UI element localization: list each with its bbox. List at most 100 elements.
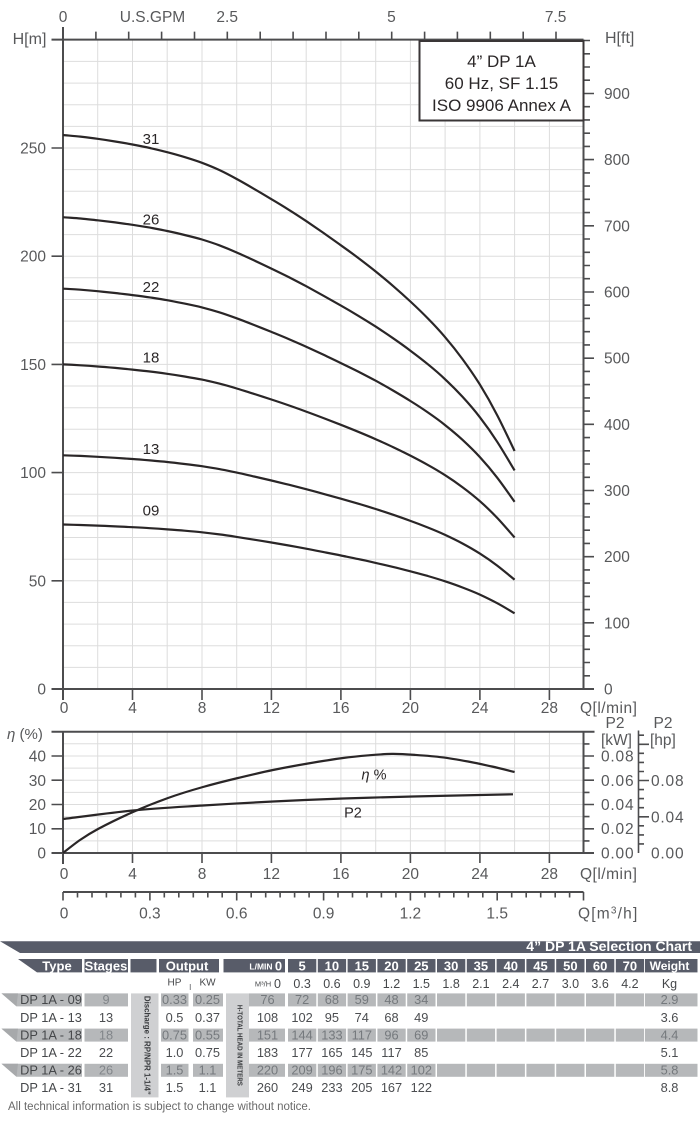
svg-text:0.08: 0.08: [601, 749, 634, 766]
svg-text:31: 31: [143, 131, 160, 148]
svg-text:24: 24: [471, 866, 489, 883]
svg-text:7.5: 7.5: [545, 9, 567, 26]
svg-text:150: 150: [20, 357, 46, 374]
svg-text:15: 15: [355, 959, 369, 974]
svg-text:0.75: 0.75: [162, 1027, 187, 1042]
svg-text:1.8: 1.8: [442, 977, 459, 991]
svg-text:η (%): η (%): [7, 726, 43, 743]
svg-text:0.06: 0.06: [601, 773, 634, 790]
svg-text:20: 20: [29, 797, 47, 814]
svg-text:0.33: 0.33: [162, 992, 187, 1007]
svg-text:H[m]: H[m]: [13, 31, 47, 48]
svg-text:800: 800: [604, 152, 630, 169]
svg-text:1.1: 1.1: [199, 1080, 217, 1095]
svg-text:700: 700: [604, 218, 630, 235]
svg-text:0.37: 0.37: [195, 1010, 220, 1025]
svg-text:13: 13: [143, 441, 160, 458]
svg-text:P2: P2: [344, 806, 362, 822]
svg-text:0: 0: [60, 700, 69, 717]
svg-text:Discharge : RP/NPR 1-1/4”: Discharge : RP/NPR 1-1/4”: [143, 996, 153, 1095]
svg-text:1.5: 1.5: [486, 906, 508, 923]
svg-text:5: 5: [298, 959, 305, 974]
svg-text:0.3: 0.3: [139, 906, 161, 923]
svg-text:48: 48: [384, 992, 398, 1007]
svg-text:70: 70: [623, 959, 637, 974]
svg-text:102: 102: [291, 1010, 312, 1025]
svg-text:200: 200: [604, 549, 630, 566]
svg-text:26: 26: [143, 212, 160, 229]
svg-text:76: 76: [260, 992, 274, 1007]
svg-text:HP: HP: [168, 978, 182, 989]
svg-text:1.5: 1.5: [166, 1080, 184, 1095]
svg-text:0.00: 0.00: [651, 846, 684, 863]
svg-text:18: 18: [99, 1027, 113, 1042]
svg-text:0.9: 0.9: [313, 906, 335, 923]
svg-text:117: 117: [381, 1045, 401, 1060]
svg-text:13: 13: [99, 1010, 113, 1025]
svg-text:0: 0: [60, 906, 69, 923]
svg-text:209: 209: [291, 1063, 312, 1078]
svg-text:3.0: 3.0: [562, 977, 579, 991]
svg-text:4” DP 1A Selection Chart: 4” DP 1A Selection Chart: [526, 938, 692, 954]
svg-text:122: 122: [411, 1080, 432, 1095]
svg-text:DP 1A - 22: DP 1A - 22: [20, 1045, 82, 1060]
svg-text:KW: KW: [199, 978, 216, 989]
svg-text:10: 10: [325, 959, 339, 974]
svg-text:22: 22: [143, 279, 160, 296]
svg-text:40: 40: [29, 749, 47, 766]
svg-text:12: 12: [263, 866, 280, 883]
svg-text:30: 30: [29, 773, 47, 790]
svg-text:20: 20: [402, 700, 420, 717]
svg-text:500: 500: [604, 351, 630, 368]
svg-text:49: 49: [414, 1010, 428, 1025]
svg-text:0: 0: [37, 846, 46, 863]
svg-text:Output: Output: [166, 958, 209, 973]
svg-text:165: 165: [321, 1045, 342, 1060]
svg-text:100: 100: [604, 615, 630, 632]
svg-text:0: 0: [274, 977, 281, 991]
svg-text:1.0: 1.0: [166, 1045, 184, 1060]
svg-text:100: 100: [20, 465, 46, 482]
svg-text:5.1: 5.1: [661, 1045, 679, 1060]
svg-text:H-TOTAL HEAD IN METERS: H-TOTAL HEAD IN METERS: [236, 1005, 243, 1086]
svg-text:0: 0: [60, 866, 69, 883]
svg-text:300: 300: [604, 483, 630, 500]
svg-text:74: 74: [355, 1010, 369, 1025]
svg-text:22: 22: [99, 1045, 113, 1060]
svg-text:DP 1A - 31: DP 1A - 31: [20, 1080, 82, 1095]
svg-text:4” DP 1A: 4” DP 1A: [467, 52, 536, 71]
svg-text:249: 249: [291, 1080, 312, 1095]
svg-text:P2: P2: [654, 715, 673, 732]
svg-text:1.2: 1.2: [400, 906, 422, 923]
svg-text:133: 133: [321, 1027, 342, 1042]
svg-text:45: 45: [533, 959, 547, 974]
svg-text:12: 12: [263, 700, 280, 717]
svg-text:3.6: 3.6: [661, 1010, 679, 1025]
svg-text:20: 20: [402, 866, 420, 883]
svg-text:0.5: 0.5: [166, 1010, 184, 1025]
svg-text:2.1: 2.1: [472, 977, 489, 991]
svg-text:0.3: 0.3: [293, 977, 310, 991]
svg-text:Stages: Stages: [85, 958, 128, 973]
svg-text:4.2: 4.2: [621, 977, 638, 991]
svg-text:4.4: 4.4: [661, 1027, 679, 1042]
svg-text:1.5: 1.5: [413, 977, 430, 991]
svg-text:96: 96: [384, 1027, 398, 1042]
svg-text:1.1: 1.1: [199, 1063, 217, 1078]
svg-text:Kg: Kg: [662, 977, 677, 991]
svg-text:28: 28: [541, 866, 558, 883]
svg-text:68: 68: [384, 1010, 398, 1025]
svg-text:183: 183: [257, 1045, 278, 1060]
svg-text:η %: η %: [362, 768, 387, 784]
svg-text:2.9: 2.9: [661, 992, 679, 1007]
svg-text:Weight: Weight: [650, 959, 690, 973]
svg-text:142: 142: [381, 1063, 402, 1078]
svg-text:0.9: 0.9: [353, 977, 370, 991]
svg-text:4: 4: [128, 866, 137, 883]
svg-text:10: 10: [29, 821, 47, 838]
svg-text:175: 175: [351, 1063, 372, 1078]
svg-text:18: 18: [143, 350, 160, 367]
svg-text:900: 900: [604, 86, 630, 103]
svg-text:69: 69: [414, 1027, 428, 1042]
svg-text:16: 16: [332, 866, 349, 883]
